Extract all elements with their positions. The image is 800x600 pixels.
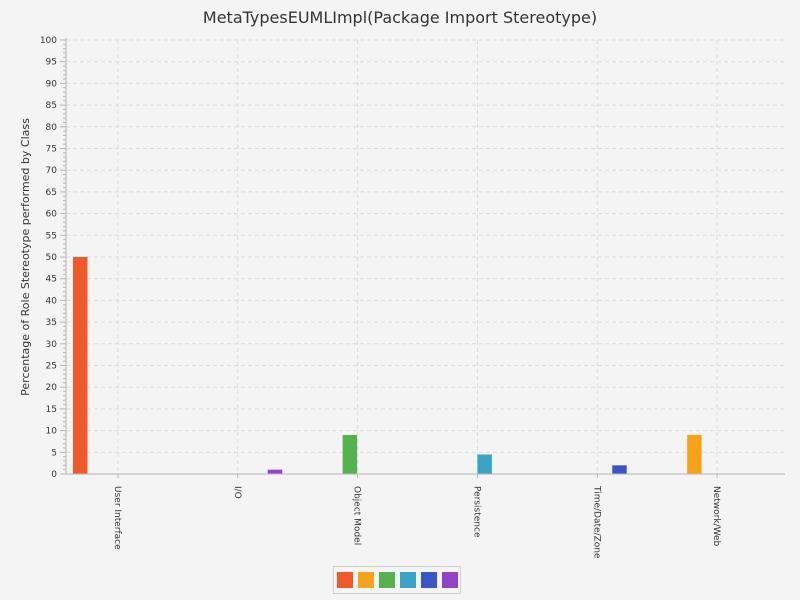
y-tick-label: 20 [46,383,58,393]
y-tick-label: 5 [51,448,57,458]
y-tick-label: 25 [46,362,57,372]
bars [73,257,702,474]
y-tick-label: 30 [46,340,58,350]
y-tick-label: 90 [46,79,58,89]
y-tick-label: 45 [46,275,57,285]
legend-swatch [399,572,416,588]
legend-swatch [357,572,374,588]
y-tick-label: 55 [46,231,57,241]
y-axis-label: Percentage of Role Stereotype performed … [19,118,32,396]
axes [65,38,785,475]
y-tick-label: 65 [46,188,57,198]
y-tick-label: 95 [46,58,57,68]
x-tick-label: Network/Web [711,486,721,547]
bar [477,454,492,474]
x-tick-labels: User Interface I/O Object Model Persistence… [112,474,721,559]
y-tick-label: 100 [40,36,57,46]
y-tick-label: 50 [46,253,58,263]
legend-swatch [336,572,353,588]
x-tick-label: Object Model [352,486,362,545]
y-tick-label: 40 [46,296,58,306]
bar [687,434,702,474]
grid [66,39,785,475]
y-tick-label: 80 [46,123,58,133]
legend [333,566,461,594]
y-tick-label: 70 [46,166,58,176]
x-tick-label: Time/Date/Zone [591,485,601,559]
x-tick-label: User Interface [112,486,122,550]
x-tick-label: I/O [232,486,242,499]
bar [612,465,627,474]
y-tick-label: 15 [46,405,57,415]
y-tick-label: 75 [46,145,57,155]
legend-swatch [378,572,395,588]
bar [73,257,88,474]
y-tick-label: 85 [46,101,57,111]
bar [342,434,358,474]
legend-swatch [420,572,437,588]
chart-title: MetaTypesEUMLImpl(Package Import Stereot… [202,8,598,27]
bar [267,469,283,474]
legend-swatch [441,572,458,588]
y-tick-label: 35 [46,318,57,328]
y-tick-label: 10 [46,427,58,437]
x-tick-label: Persistence [471,486,481,538]
y-ticks: 0 5 10 15 20 25 30 35 40 45 50 55 60 65 70 75 80 85 90 95 10… [40,36,66,480]
y-tick-label: 60 [46,210,58,220]
y-tick-label: 0 [51,470,57,480]
